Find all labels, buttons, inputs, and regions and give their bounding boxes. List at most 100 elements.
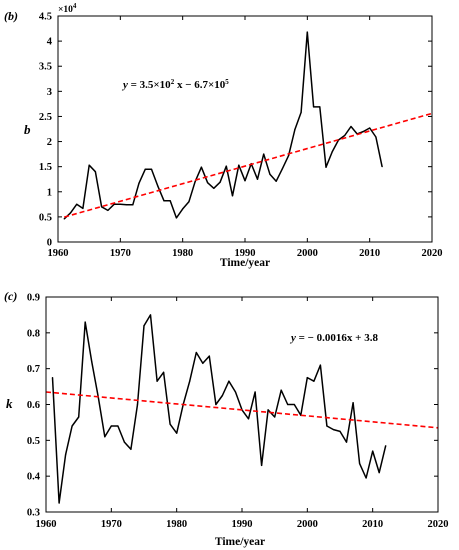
panel-c-frame	[45, 296, 439, 513]
panel-c-x-ticks: 1960 1970 1980 1990 2000 2010 2020	[36, 297, 449, 530]
data-point	[188, 201, 190, 203]
y-tick-label: 0.5	[27, 436, 40, 447]
data-point	[94, 171, 96, 173]
trend-line	[63, 112, 433, 218]
y-tick-label: 2.5	[39, 112, 52, 123]
data-point	[234, 391, 237, 393]
data-point	[107, 209, 109, 211]
data-point	[281, 168, 283, 170]
data-point	[274, 416, 276, 418]
data-point	[207, 182, 209, 184]
x-tick-label: 2010	[359, 248, 380, 259]
panel-b-exponent: ×104	[58, 2, 77, 15]
y-tick-label: 0.3	[27, 508, 40, 519]
x-tick-label: 2020	[428, 519, 449, 530]
data-point	[143, 325, 145, 327]
data-point	[378, 471, 380, 474]
data-point	[219, 181, 221, 183]
data-point	[294, 128, 296, 131]
x-tick-label: 1990	[235, 248, 256, 259]
data-point	[306, 31, 308, 33]
x-tick-label: 1960	[36, 519, 57, 530]
data-point	[84, 321, 86, 323]
panel-b-x-ticks: 1960 1970 1980 1990 2000 2010 2020	[48, 16, 443, 259]
data-point	[132, 204, 134, 206]
data-point	[344, 134, 346, 137]
panel-c-equation: y = − 0.0016x + 3.8	[289, 332, 378, 344]
data-point	[306, 377, 308, 379]
data-point	[202, 362, 204, 364]
data-point	[76, 203, 78, 205]
data-point	[150, 168, 153, 170]
data-point	[65, 454, 67, 456]
data-point	[256, 178, 259, 180]
panel-b-frame	[57, 15, 433, 243]
panel-b-x-label: Time/year	[220, 257, 270, 269]
data-point	[365, 477, 367, 479]
panel-c-y-ticks: 0.3 0.4 0.5 0.6 0.7 0.8 0.9	[27, 293, 438, 519]
data-point	[182, 208, 184, 210]
x-tick-label: 1970	[101, 519, 122, 530]
y-tick-label: 0.9	[27, 293, 40, 304]
y-tick-label: 0.7	[27, 364, 40, 375]
data-point	[144, 168, 146, 170]
data-point	[269, 173, 271, 175]
data-point	[312, 106, 315, 108]
data-point	[319, 106, 321, 108]
data-point	[319, 364, 321, 366]
data-point	[125, 204, 128, 206]
y-tick-label: 1	[47, 187, 52, 198]
data-point	[263, 153, 265, 155]
data-point	[332, 428, 335, 431]
data-point	[176, 432, 178, 434]
panel-b-plot-area	[63, 31, 433, 220]
x-tick-label: 2010	[362, 519, 383, 530]
data-point	[110, 425, 112, 427]
data-point	[78, 416, 80, 418]
data-point	[288, 155, 290, 157]
y-tick-label: 4	[47, 37, 53, 48]
data-point	[194, 181, 196, 183]
panel-b: (b) 0 0.5 1 1.5 2 2.5 3 3.5 4 4.5 1960 1970 1980 199…	[4, 2, 443, 269]
x-tick-label: 1980	[172, 248, 193, 259]
y-tick-label: 2	[47, 137, 52, 148]
data-point	[381, 166, 383, 168]
data-point	[130, 448, 132, 450]
data-point	[101, 206, 103, 208]
data-point	[215, 403, 217, 406]
data-point	[326, 425, 328, 427]
data-point	[157, 185, 159, 187]
data-point	[225, 165, 227, 167]
data-point	[175, 217, 178, 219]
data-point	[156, 380, 158, 382]
data-point	[88, 164, 90, 166]
panel-b-equation: y = 3.5×102 x − 6.7×105	[121, 78, 229, 91]
data-series-line	[51, 314, 387, 504]
data-point	[372, 450, 374, 452]
x-tick-label: 1960	[48, 248, 69, 259]
data-point	[300, 111, 302, 114]
data-point	[352, 402, 354, 404]
data-point	[169, 423, 171, 425]
data-point	[238, 164, 240, 166]
data-point	[91, 360, 93, 363]
data-point	[385, 445, 387, 447]
x-tick-label: 2000	[297, 519, 318, 530]
data-point	[247, 418, 250, 420]
data-point	[169, 200, 171, 202]
y-tick-label: 1.5	[39, 162, 52, 173]
data-point	[117, 425, 119, 427]
x-tick-label: 1980	[166, 519, 187, 530]
data-point	[325, 166, 327, 168]
y-tick-label: 0.5	[39, 212, 52, 223]
data-point	[339, 430, 341, 432]
x-tick-label: 1970	[110, 248, 131, 259]
data-point	[208, 355, 210, 357]
data-point	[200, 166, 202, 168]
data-point	[71, 425, 73, 427]
data-point	[261, 464, 263, 467]
data-point	[280, 389, 282, 391]
panel-c-label: (c)	[4, 289, 17, 303]
panel-b-label: (b)	[4, 9, 18, 23]
